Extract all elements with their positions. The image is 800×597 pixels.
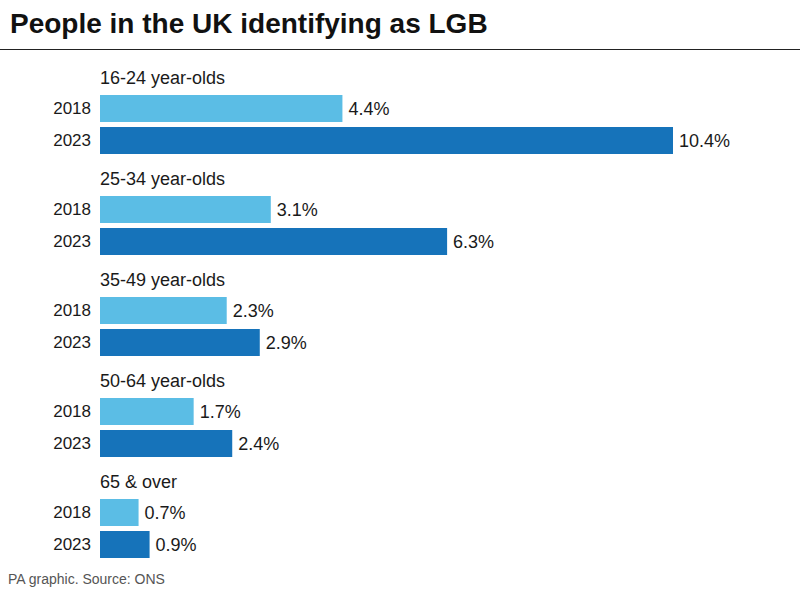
html-text:People in the UK identifying a: People in the UK identifying as LGB xyxy=(10,8,488,39)
svg-text:2023: 2023 xyxy=(53,535,91,554)
svg-text:1.7%: 1.7% xyxy=(200,402,241,422)
svg-text:50-64 year-olds: 50-64 year-olds xyxy=(100,371,225,391)
svg-text:65 & over: 65 & over xyxy=(100,472,177,492)
svg-text:2023: 2023 xyxy=(53,131,91,150)
svg-text:2023: 2023 xyxy=(53,434,91,453)
svg-text:2018: 2018 xyxy=(53,402,91,421)
svg-text:35-49 year-olds: 35-49 year-olds xyxy=(100,270,225,290)
svg-text:2018: 2018 xyxy=(53,503,91,522)
svg-text:25-34 year-olds: 25-34 year-olds xyxy=(100,169,225,189)
svg-text:3.1%: 3.1% xyxy=(277,200,318,220)
svg-text:6.3%: 6.3% xyxy=(453,232,494,252)
svg-text:2.3%: 2.3% xyxy=(233,301,274,321)
svg-text:0.9%: 0.9% xyxy=(156,535,197,555)
svg-text:10.4%: 10.4% xyxy=(679,131,730,151)
svg-text:16-24 year-olds: 16-24 year-olds xyxy=(100,68,225,88)
svg-text:2018: 2018 xyxy=(53,200,91,219)
svg-text:2018: 2018 xyxy=(53,301,91,320)
svg-text:2.4%: 2.4% xyxy=(238,434,279,454)
svg-text:2018: 2018 xyxy=(53,99,91,118)
html-text:PA graphic. Source: ONS: PA graphic. Source: ONS xyxy=(8,571,165,587)
svg-text:2.9%: 2.9% xyxy=(266,333,307,353)
svg-text:0.7%: 0.7% xyxy=(145,503,186,523)
svg-text:4.4%: 4.4% xyxy=(348,99,389,119)
svg-text:2023: 2023 xyxy=(53,232,91,251)
svg-text:2023: 2023 xyxy=(53,333,91,352)
